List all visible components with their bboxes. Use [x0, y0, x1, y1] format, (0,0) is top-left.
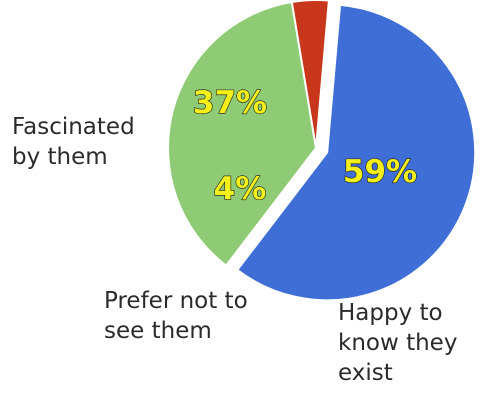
pie-slice-prefer [290, 0, 330, 149]
value-label-prefer: 4% [214, 171, 267, 207]
pie-slice-fascinated [167, 0, 318, 267]
pie-slice-happy [235, 3, 477, 302]
category-label-fascinated: Fascinated by them [12, 114, 135, 170]
category-label-happy: Happy to know they exist [338, 300, 458, 386]
value-label-fascinated: 37% [193, 85, 267, 121]
category-label-prefer: Prefer not to see them [104, 288, 248, 344]
value-label-happy: 59% [343, 154, 417, 190]
